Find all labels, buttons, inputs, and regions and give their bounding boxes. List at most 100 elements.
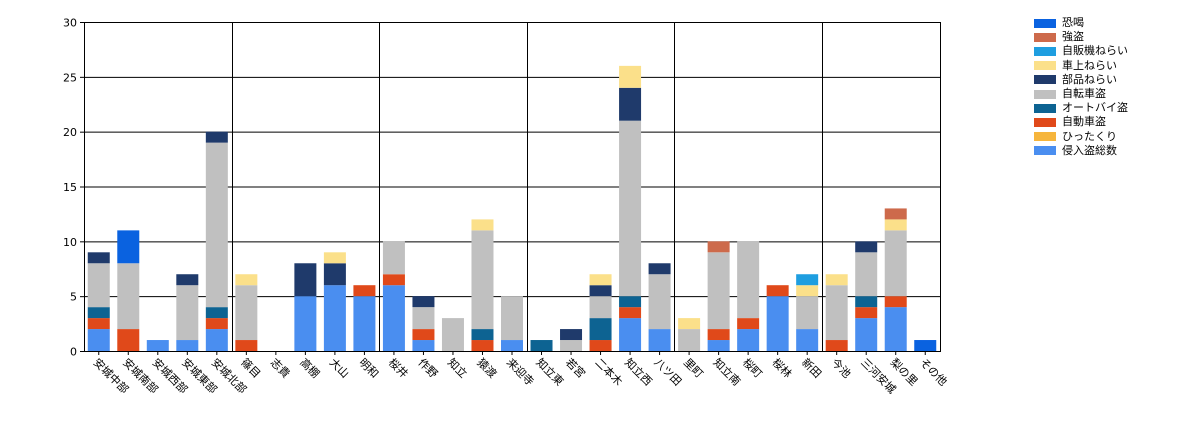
bar-segment: 作野 / 自転車盗: 2 <box>412 307 435 330</box>
bar-segment: 篠目 / 車上ねらい: 1 <box>235 274 258 286</box>
legend-label: 車上ねらい <box>1062 58 1117 72</box>
bar-segment: 知立東 / オートバイ盗: 1 <box>530 340 553 351</box>
bar-segment: 明和 / 自動車盗: 1 <box>353 285 376 297</box>
legend-item: 自動車盗 <box>1034 115 1128 129</box>
legend-swatch <box>1034 117 1056 127</box>
bar-segment: 高棚 / 部品ねらい: 3 <box>294 263 317 297</box>
bar-segment: 安城北部 / オートバイ盗: 1 <box>205 307 228 319</box>
bars: 安城中部 / 侵入盗総数: 2安城中部 / 自動車盗: 1安城中部 / オートバ… <box>87 65 937 351</box>
bar-segment: 安城北部 / 自動車盗: 1 <box>205 318 228 330</box>
bar-segment: 新田 / 車上ねらい: 1 <box>796 285 819 297</box>
bar-segment: 梨の里 / 自転車盗: 6 <box>884 230 907 297</box>
y-tick-label: 0 <box>70 346 77 359</box>
bar-segment: 安城北部 / 侵入盗総数: 2 <box>205 329 228 351</box>
y-tick-label: 5 <box>70 291 77 304</box>
bar-segment: 二本木 / オートバイ盗: 2 <box>589 318 612 341</box>
legend-item: 自転車盗 <box>1034 87 1128 101</box>
bar-segment: 二本木 / 自動車盗: 1 <box>589 340 612 351</box>
bar-segment: 里町 / 自転車盗: 2 <box>678 329 701 351</box>
bar-segment: 梨の里 / 車上ねらい: 1 <box>884 219 907 231</box>
legend-item: オートバイ盗 <box>1034 101 1128 115</box>
bar-segment: 安城中部 / 部品ねらい: 1 <box>87 252 110 264</box>
x-tick-label: 来迎寺 <box>504 356 537 389</box>
legend-label: 侵入盗総数 <box>1062 143 1117 157</box>
y-tick-label: 10 <box>63 236 77 249</box>
y-tick-label: 15 <box>63 181 77 194</box>
x-tick-label: 若宮 <box>563 355 588 380</box>
bar-segment: 三河安城 / 侵入盗総数: 3 <box>855 318 878 351</box>
bar-segment: 新田 / 侵入盗総数: 2 <box>796 329 819 351</box>
bar-segment: 知立南 / 自転車盗: 7 <box>707 252 730 330</box>
legend-label: 自販機ねらい <box>1062 44 1128 58</box>
legend-swatch <box>1034 132 1056 142</box>
legend-swatch <box>1034 146 1056 156</box>
x-tick-label: 知立南 <box>710 355 743 388</box>
bar-segment: 知立西 / 侵入盗総数: 3 <box>619 318 642 351</box>
bar-segment: 知立南 / 自動車盗: 1 <box>707 329 730 341</box>
bar-segment: 二本木 / 車上ねらい: 1 <box>589 274 612 286</box>
bar-segment: 安城中部 / 侵入盗総数: 2 <box>87 329 110 351</box>
legend-item: ひったくり <box>1034 130 1128 144</box>
bar-segment: 梨の里 / 自動車盗: 1 <box>884 296 907 308</box>
bar-segment: 知立西 / 自動車盗: 1 <box>619 307 642 319</box>
bar-segment: 大山 / 侵入盗総数: 6 <box>323 285 346 351</box>
bar-segment: 安城南部 / 自転車盗: 6 <box>117 263 140 330</box>
bar-segment: 桜井 / 自転車盗: 3 <box>382 241 405 275</box>
bar-segment: 桜林 / 自動車盗: 1 <box>766 285 789 297</box>
x-tick-label: 知立 <box>445 355 470 380</box>
legend-label: 部品ねらい <box>1062 72 1117 86</box>
bar-segment: 篠目 / 自転車盗: 5 <box>235 285 258 341</box>
bar-segment: 知立西 / オートバイ盗: 1 <box>619 296 642 308</box>
bar-segment: 桜井 / 自動車盗: 1 <box>382 274 405 286</box>
bar-segment: 八ツ田 / 自転車盗: 5 <box>648 274 671 330</box>
bar-segment: 八ツ田 / 部品ねらい: 1 <box>648 263 671 275</box>
x-tick-label: 篠目 <box>238 355 263 380</box>
y-tick-label: 25 <box>63 71 77 84</box>
legend-label: 自転車盗 <box>1062 86 1106 100</box>
bar-segment: その他 / 恐喝: 1 <box>914 340 937 351</box>
x-tick-label: 猿渡 <box>474 355 499 380</box>
bar-segment: 高棚 / 侵入盗総数: 5 <box>294 296 317 351</box>
bar-segment: 知立西 / 車上ねらい: 2 <box>619 65 642 88</box>
bar-segment: 二本木 / 部品ねらい: 1 <box>589 285 612 297</box>
bar-segment: 明和 / 侵入盗総数: 5 <box>353 296 376 351</box>
legend-item: 強盗 <box>1034 30 1128 44</box>
legend-label: オートバイ盗 <box>1062 101 1128 115</box>
bar-segment: 桜町 / 自転車盗: 7 <box>737 241 760 319</box>
legend-swatch <box>1034 46 1056 56</box>
bar-segment: 若宮 / 部品ねらい: 1 <box>560 329 583 341</box>
legend-swatch <box>1034 32 1056 42</box>
bar-segment: 三河安城 / 自動車盗: 1 <box>855 307 878 319</box>
bar-segment: 八ツ田 / 侵入盗総数: 2 <box>648 329 671 351</box>
bar-segment: 知立南 / 侵入盗総数: 1 <box>707 340 730 351</box>
bar-segment: 安城西部 / 侵入盗総数: 1 <box>146 340 169 351</box>
bar-segment: 二本木 / 自転車盗: 2 <box>589 296 612 319</box>
bar-segment: 今池 / 車上ねらい: 1 <box>825 274 848 286</box>
bar-segment: 来迎寺 / 侵入盗総数: 1 <box>501 340 523 351</box>
legend-item: 自販機ねらい <box>1034 44 1128 58</box>
legend-swatch <box>1034 75 1056 85</box>
x-tick-label: 桜林 <box>770 355 795 380</box>
bar-segment: 今池 / 自転車盗: 5 <box>825 285 848 341</box>
axes <box>80 22 941 355</box>
bar-segment: 今池 / 自動車盗: 1 <box>825 340 848 351</box>
legend-item: 恐喝 <box>1034 16 1128 30</box>
bar-segment: 安城北部 / 部品ねらい: 1 <box>205 131 228 143</box>
legend-item: 車上ねらい <box>1034 59 1128 73</box>
bar-segment: 知立西 / 自転車盗: 16 <box>619 120 642 297</box>
x-tick-label: 知立東 <box>533 355 566 388</box>
bar-segment: 作野 / 部品ねらい: 1 <box>412 296 435 308</box>
y-tick-label: 30 <box>63 17 77 30</box>
x-tick-label: 桜井 <box>386 355 411 380</box>
x-tick-label: 二本木 <box>592 355 625 388</box>
bar-segment: 桜町 / 自動車盗: 1 <box>737 318 760 330</box>
bar-segment: 作野 / 侵入盗総数: 1 <box>412 340 435 351</box>
legend-label: 恐喝 <box>1062 16 1084 29</box>
bar-segment: 三河安城 / 部品ねらい: 1 <box>855 241 878 253</box>
bar-segment: 桜井 / 侵入盗総数: 6 <box>382 285 405 351</box>
legend-swatch <box>1034 18 1056 28</box>
bar-segment: 猿渡 / オートバイ盗: 1 <box>471 329 494 341</box>
bar-segment: 安城東部 / 侵入盗総数: 1 <box>176 340 199 351</box>
